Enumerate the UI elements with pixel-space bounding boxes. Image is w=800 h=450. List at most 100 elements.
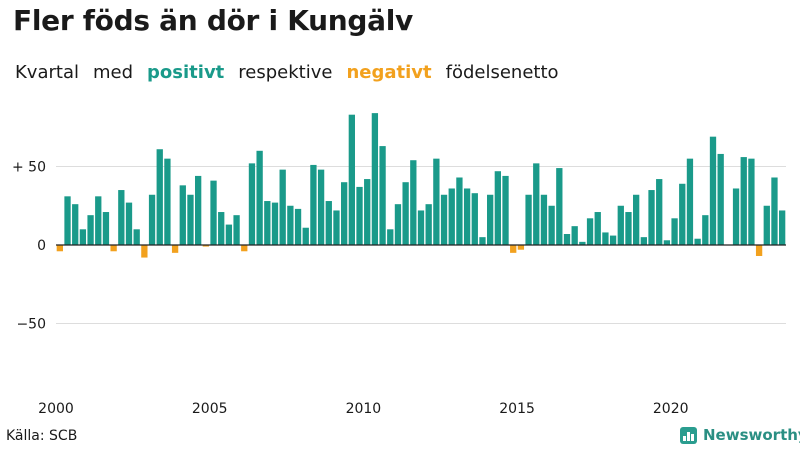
bar (156, 149, 163, 245)
bar (118, 190, 125, 245)
newsworthy-logo: Newsworthy (680, 426, 800, 444)
bar (763, 205, 770, 245)
bar (202, 245, 209, 247)
bar (256, 150, 263, 245)
bar (87, 215, 94, 245)
bar (56, 245, 63, 252)
bar (364, 179, 371, 245)
bar (656, 179, 663, 245)
bar (479, 237, 486, 245)
bar (563, 234, 571, 245)
subtitle-word-kvartal: Kvartal (15, 62, 79, 83)
bar (433, 158, 440, 245)
bar (448, 188, 455, 245)
bar (387, 229, 394, 245)
bar (463, 188, 471, 245)
bar (233, 215, 240, 245)
bar (487, 194, 494, 245)
bar (471, 193, 478, 245)
bar (379, 146, 386, 245)
x-tick-label: 2015 (499, 401, 535, 417)
chart-title: Fler föds än dör i Kungälv (13, 4, 413, 37)
bar (218, 212, 225, 245)
bar (602, 232, 609, 245)
bar (571, 226, 578, 245)
bar (456, 177, 463, 245)
bar (748, 158, 755, 245)
bar (210, 180, 217, 245)
y-tick-label: 0 (37, 238, 46, 254)
bar (633, 194, 640, 245)
bar (279, 169, 286, 245)
bar (410, 160, 417, 245)
bar (517, 245, 525, 250)
bar (125, 202, 133, 245)
bar (425, 204, 432, 245)
bar (702, 215, 709, 245)
bar (609, 235, 617, 245)
bar (141, 245, 148, 258)
bar (717, 153, 724, 245)
brand-name: Newsworthy (703, 426, 800, 444)
bar-chart-icon (680, 426, 697, 444)
x-tick-label: 2000 (38, 401, 74, 417)
bar (594, 212, 601, 245)
bar (732, 188, 740, 245)
bar (79, 229, 87, 245)
bar (709, 136, 717, 245)
bar (72, 204, 79, 245)
subtitle-word-med: med (92, 62, 134, 83)
bar (371, 113, 379, 246)
bar (779, 210, 786, 245)
bar (494, 171, 501, 245)
bar (510, 245, 517, 253)
bar (755, 245, 763, 256)
bar (179, 185, 186, 245)
bar (694, 238, 701, 245)
bar (402, 182, 409, 245)
bar (771, 177, 778, 245)
bar (171, 245, 179, 253)
bar (671, 218, 678, 245)
bar (64, 196, 71, 245)
bar (271, 202, 279, 245)
bar (740, 157, 747, 245)
bar (625, 212, 632, 245)
bar (502, 175, 509, 245)
bar (579, 241, 586, 245)
bar (248, 163, 256, 245)
bar (195, 175, 202, 245)
bar (617, 205, 624, 245)
bar (241, 245, 248, 252)
bar (325, 201, 332, 245)
bar (548, 205, 555, 245)
bar (525, 194, 532, 245)
x-tick-label: 2005 (192, 401, 228, 417)
x-tick-label: 2020 (653, 401, 689, 417)
bar (294, 208, 302, 245)
subtitle-positive-label: positivt (147, 62, 225, 83)
source-label: Källa: SCB (6, 428, 78, 444)
bar (540, 194, 548, 245)
bar (102, 212, 110, 245)
bar (133, 229, 140, 245)
bar (225, 224, 233, 245)
bar (686, 158, 694, 245)
bar (310, 164, 317, 245)
bar (341, 182, 348, 245)
bar (317, 169, 325, 245)
chart-subtitle: Kvartal med positivt respektive negativt föde… (15, 62, 573, 83)
bar (394, 204, 402, 245)
bar (302, 227, 309, 245)
subtitle-negative-label: negativt (346, 62, 432, 83)
bar (148, 194, 156, 245)
bar (356, 186, 363, 245)
y-tick-label: + 50 (12, 160, 46, 176)
bar (533, 163, 540, 245)
bar (663, 240, 671, 245)
bar (679, 183, 686, 245)
bar (264, 201, 271, 245)
subtitle-word-fodelsenetto: födelsenetto (445, 62, 559, 83)
bar (287, 205, 294, 245)
